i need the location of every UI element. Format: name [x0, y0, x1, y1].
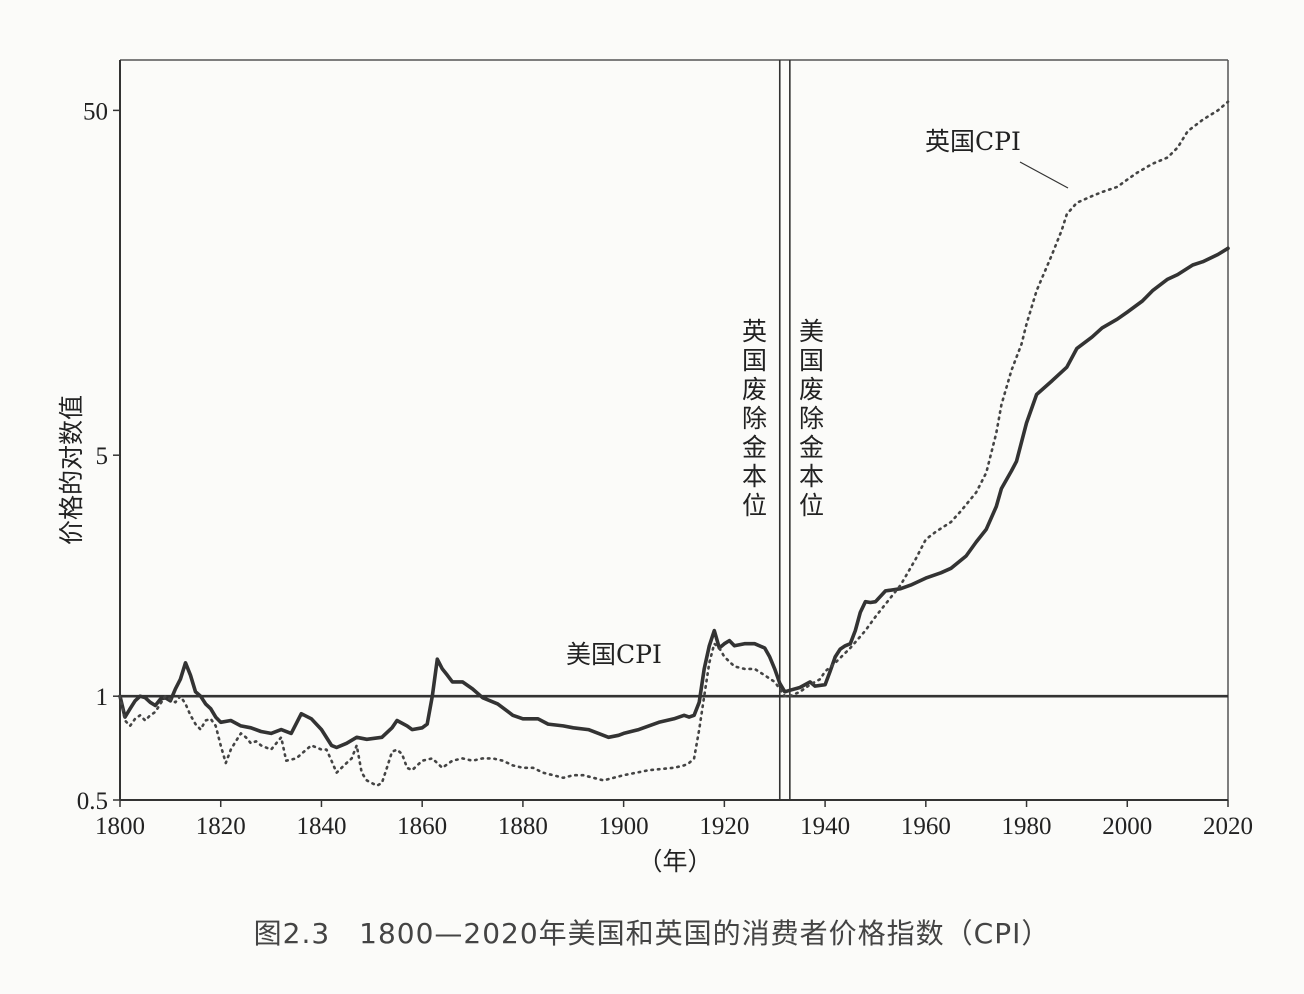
x-axis-label: （年）	[637, 847, 712, 876]
x-tick-label: 1980	[1002, 813, 1052, 840]
x-tick-label: 1900	[599, 813, 649, 840]
y-axis-label: 价格的对数值	[57, 395, 86, 545]
uk-cpi-annotation: 英国CPI	[925, 127, 1021, 156]
y-axis-ticks: 0.5 1 5 50	[77, 98, 120, 815]
x-tick-label: 1880	[498, 813, 548, 840]
figure-caption: 图2.3 1800—2020年美国和英国的消费者价格指数（CPI）	[253, 917, 1051, 950]
us-cpi-annotation: 美国CPI	[566, 640, 662, 669]
x-axis-ticks: 1800 1820 1840 1860 1880 1900 1920 1940 1960 1980…	[95, 800, 1253, 840]
gold-standard-lines	[778, 60, 791, 800]
us-cpi-series-line	[118, 246, 1230, 750]
uk-gold-standard-label: 英国废除金本位	[739, 318, 768, 521]
x-tick-label: 1820	[196, 813, 246, 840]
cpi-chart: 1800 1820 1840 1860 1880 1900 1920 1940 1960 1980…	[57, 59, 1253, 876]
y-tick-label: 5	[96, 443, 109, 470]
y-tick-label: 1	[96, 684, 109, 711]
y-tick-label: 0.5	[77, 788, 108, 815]
x-tick-label: 1800	[95, 813, 145, 840]
y-tick-label: 50	[83, 98, 108, 125]
x-tick-label: 2000	[1102, 813, 1152, 840]
series-layer	[118, 100, 1230, 787]
us-gold-standard-label: 美国废除金本位	[796, 318, 825, 521]
uk-cpi-leader-line	[1019, 161, 1069, 189]
x-tick-label: 1960	[901, 813, 951, 840]
uk-cpi-series-line	[118, 100, 1230, 787]
plot-frame	[119, 59, 1229, 801]
x-tick-label: 2020	[1203, 813, 1253, 840]
x-tick-label: 1860	[397, 813, 447, 840]
x-tick-label: 1940	[800, 813, 850, 840]
x-tick-label: 1840	[296, 813, 346, 840]
x-tick-label: 1920	[699, 813, 749, 840]
